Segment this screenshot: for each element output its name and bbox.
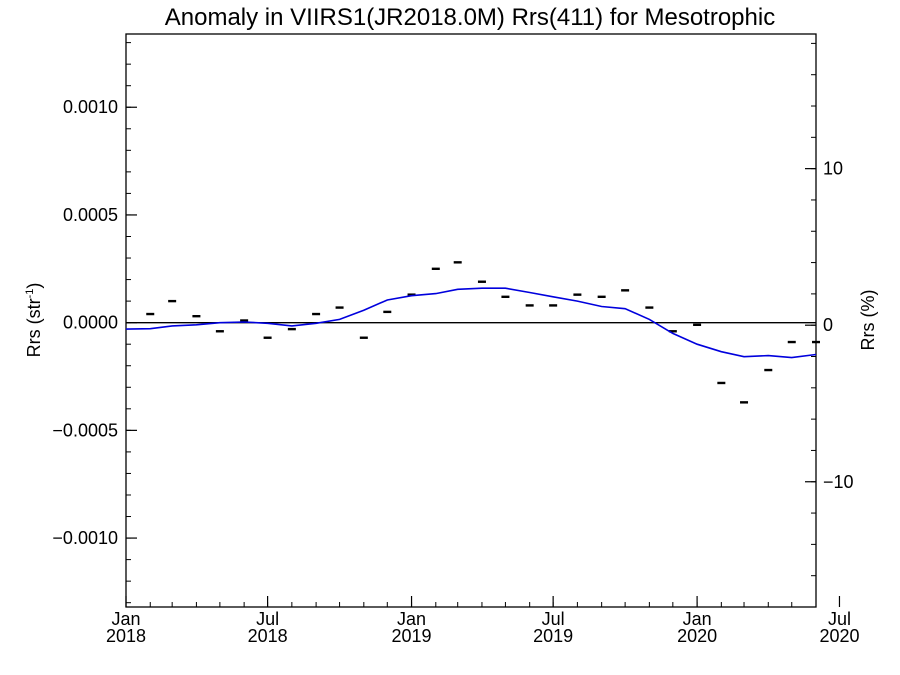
x-tick-month-label: Jan (111, 609, 140, 629)
right-tick-label: 10 (823, 159, 843, 179)
right-axis-title: Rrs (%) (858, 290, 878, 351)
x-tick-year-label: 2019 (392, 626, 432, 646)
left-tick-label: 0.0010 (63, 97, 118, 117)
right-tick-label: 0 (823, 315, 833, 335)
x-tick-month-label: Jan (683, 609, 712, 629)
chart-title: Anomaly in VIIRS1(JR2018.0M) Rrs(411) fo… (165, 4, 775, 31)
x-tick-month-label: Jul (542, 609, 565, 629)
left-axis-title: Rrs (str-1) (24, 283, 44, 358)
x-tick-year-label: 2018 (248, 626, 288, 646)
left-y-axis: 0.0010 0.0005 0.0000 −0.0005 −0.0010 (52, 42, 137, 604)
left-tick-label: −0.0005 (52, 420, 118, 440)
left-tick-label: −0.0010 (52, 528, 118, 548)
right-tick-label: −10 (823, 472, 854, 492)
right-y-axis: 10 0 −10 (805, 42, 854, 608)
x-tick-month-label: Jul (828, 609, 851, 629)
x-tick-year-label: 2018 (106, 626, 146, 646)
left-tick-label: 0.0000 (63, 313, 118, 333)
plot-frame (125, 33, 817, 608)
x-tick-month-label: Jul (256, 609, 279, 629)
smoothed-series-line (125, 287, 817, 359)
x-tick-year-label: 2019 (533, 626, 573, 646)
x-tick-month-label: Jan (397, 609, 426, 629)
x-tick-year-label: 2020 (677, 626, 717, 646)
x-axis: Jan2018Jul2018Jan2019Jul2019Jan2020Jul20… (106, 596, 859, 646)
left-tick-label: 0.0005 (63, 205, 118, 225)
x-tick-year-label: 2020 (819, 626, 859, 646)
monthly-anomaly-series (146, 261, 820, 404)
